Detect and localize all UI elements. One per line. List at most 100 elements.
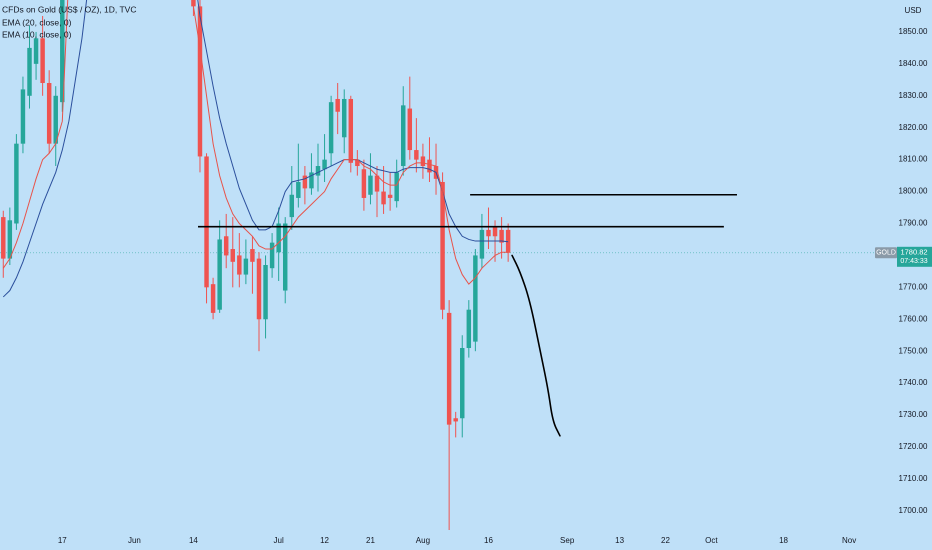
candle-body	[27, 47, 32, 96]
y-tick-label: 1810.00	[899, 155, 928, 164]
candle-body	[342, 98, 347, 138]
candle-body	[46, 83, 52, 144]
candle-body	[355, 159, 360, 167]
candle-body	[322, 159, 327, 170]
candle-body	[197, 6, 203, 157]
x-tick-label: Jun	[128, 536, 141, 545]
candle-body	[230, 249, 235, 262]
x-tick-label: 21	[366, 536, 375, 545]
candle-body	[33, 38, 39, 64]
candle-body	[361, 169, 367, 198]
y-tick-label: 1800.00	[899, 187, 928, 196]
candle-body	[256, 258, 262, 320]
last-price-box	[897, 246, 932, 267]
x-tick-label: 22	[661, 536, 670, 545]
candle-body	[414, 150, 419, 160]
candle-body	[315, 166, 321, 176]
y-tick-label: 1700.00	[899, 506, 928, 515]
candle-body	[250, 249, 255, 262]
candle-body	[289, 194, 295, 218]
countdown-label: 07:43:33	[900, 258, 927, 265]
candle-body	[263, 265, 268, 320]
plot-area	[0, 0, 895, 530]
candle-body	[381, 191, 386, 205]
y-tick-label: 1760.00	[899, 314, 928, 323]
candle-body	[217, 239, 222, 310]
candle-body	[466, 309, 472, 349]
candle-body	[479, 229, 485, 259]
candle-body	[453, 418, 458, 422]
candle-body	[440, 181, 445, 310]
y-tick-label: 1770.00	[899, 282, 928, 291]
y-tick-label: 1830.00	[899, 91, 928, 100]
x-tick-label: Aug	[416, 536, 430, 545]
candle-body	[296, 181, 301, 198]
candle-body	[309, 172, 314, 189]
legend-entry: EMA (20, close, 0)	[2, 17, 72, 27]
candle-body	[446, 312, 452, 425]
candle-body	[282, 223, 288, 291]
candle-body	[499, 229, 504, 243]
candle-body	[53, 95, 58, 144]
x-tick-label: 16	[484, 536, 493, 545]
candle-body	[394, 172, 399, 202]
candle-body	[387, 194, 393, 198]
x-tick-label: 18	[779, 536, 788, 545]
candle-body	[40, 38, 45, 84]
candle-body	[328, 102, 334, 154]
candle-body	[302, 175, 308, 189]
candle-body	[335, 98, 340, 112]
candle-body	[368, 175, 373, 195]
symbol-tag-box	[875, 247, 897, 259]
candle-body	[204, 156, 209, 288]
candle-body	[492, 226, 498, 237]
y-tick-label: 1720.00	[899, 442, 928, 451]
candle-body	[460, 348, 465, 419]
y-tick-label: 1840.00	[899, 59, 928, 68]
candle-body	[223, 236, 229, 256]
currency-label: USD	[905, 6, 922, 15]
y-tick-label: 1710.00	[899, 474, 928, 483]
chart-title: CFDs on Gold (US$ / OZ), 1D, TVC	[2, 4, 136, 14]
hand-drawn-curve	[511, 254, 561, 437]
candle-body	[14, 143, 19, 224]
candle-body	[7, 220, 13, 259]
legend-entry: EMA (10, close, 0)	[2, 29, 72, 39]
candle-body	[420, 156, 426, 167]
candle-body	[473, 255, 478, 342]
x-tick-label: Nov	[842, 536, 856, 545]
candle-body	[348, 98, 354, 163]
candle-body	[1, 217, 6, 259]
candle-body	[210, 284, 216, 313]
candle-body	[191, 0, 196, 7]
candle-body	[276, 223, 281, 253]
candle-body	[407, 108, 413, 151]
y-tick-label: 1790.00	[899, 219, 928, 228]
x-tick-label: Sep	[560, 536, 575, 545]
candle-body	[374, 175, 380, 192]
y-tick-label: 1730.00	[899, 410, 928, 419]
x-tick-label: Jul	[274, 536, 284, 545]
x-tick-label: 14	[189, 536, 198, 545]
candle-body	[401, 105, 406, 167]
x-tick-label: 17	[58, 536, 67, 545]
x-tick-label: 12	[320, 536, 329, 545]
candle-body	[427, 159, 432, 173]
y-tick-label: 1850.00	[899, 27, 928, 36]
candle-body	[486, 229, 491, 237]
axes: 1700.00 1710.00 1720.00 1730.00 1740.00 1750.…	[58, 27, 932, 545]
y-tick-label: 1740.00	[899, 378, 928, 387]
ema-line	[2, 0, 509, 285]
candle-body	[237, 255, 242, 275]
x-tick-label: Oct	[705, 536, 718, 545]
candle-body	[269, 242, 275, 269]
last-price-label: 1780.82	[900, 247, 927, 256]
x-tick-label: 13	[615, 536, 624, 545]
candle-body	[60, 0, 65, 103]
y-tick-label: 1750.00	[899, 346, 928, 355]
candle-body	[243, 258, 249, 275]
candle-body	[20, 89, 26, 144]
y-tick-label: 1820.00	[899, 123, 928, 132]
